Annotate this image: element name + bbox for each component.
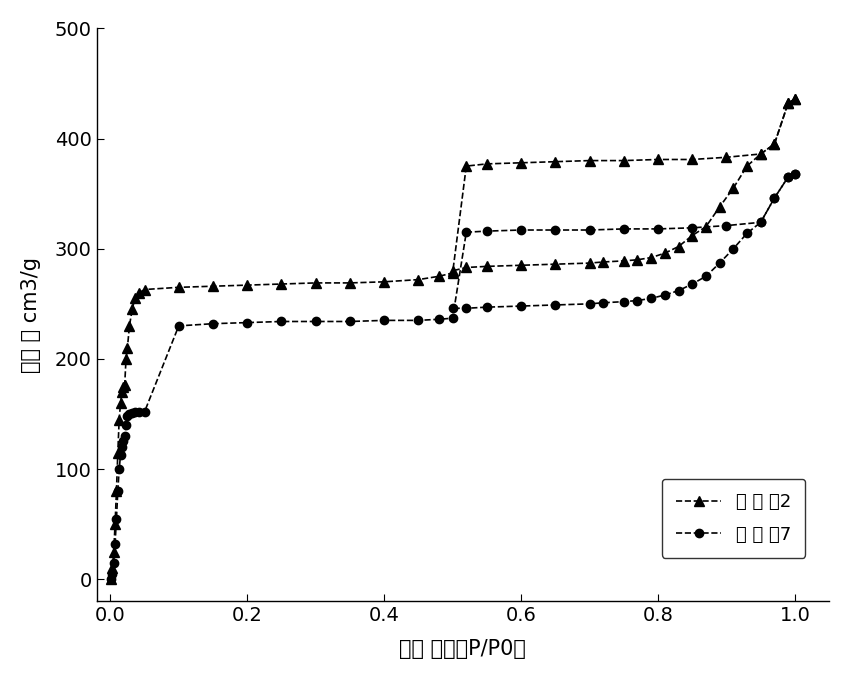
实 施 例2 — [106, 575, 116, 583]
实 施 例2 — [619, 156, 629, 165]
实 施 例2 — [128, 305, 138, 313]
实 施 例7 — [116, 443, 127, 452]
实 施 例2 — [121, 355, 131, 363]
实 施 例2 — [722, 153, 732, 161]
实 施 例7 — [139, 408, 150, 416]
实 施 例7 — [790, 170, 800, 178]
实 施 例7 — [173, 322, 184, 330]
实 施 例2 — [107, 564, 117, 573]
实 施 例2 — [116, 388, 127, 396]
实 施 例7 — [106, 575, 116, 583]
实 施 例2 — [122, 344, 133, 352]
实 施 例7 — [111, 515, 122, 523]
实 施 例2 — [516, 158, 526, 167]
实 施 例2 — [110, 520, 120, 528]
Line: 实 施 例2: 实 施 例2 — [106, 94, 800, 584]
实 施 例2 — [114, 415, 124, 424]
实 施 例7 — [107, 570, 117, 578]
实 施 例2 — [124, 322, 134, 330]
实 施 例7 — [276, 318, 286, 326]
实 施 例7 — [516, 226, 526, 234]
实 施 例7 — [118, 437, 128, 445]
实 施 例7 — [447, 314, 457, 322]
Y-axis label: 吸附 量 cm3/g: 吸附 量 cm3/g — [21, 257, 41, 373]
实 施 例2 — [130, 294, 140, 303]
实 施 例2 — [208, 282, 218, 290]
实 施 例2 — [462, 162, 472, 170]
实 施 例2 — [756, 150, 766, 158]
实 施 例7 — [114, 465, 124, 473]
实 施 例7 — [413, 316, 423, 324]
实 施 例7 — [124, 410, 134, 418]
实 施 例2 — [113, 449, 123, 457]
实 施 例7 — [653, 225, 663, 233]
实 施 例2 — [482, 160, 492, 168]
实 施 例7 — [482, 227, 492, 235]
实 施 例7 — [208, 320, 218, 328]
实 施 例7 — [130, 408, 140, 416]
实 施 例7 — [769, 194, 779, 202]
实 施 例2 — [276, 280, 286, 288]
实 施 例2 — [434, 272, 444, 280]
Line: 实 施 例7: 实 施 例7 — [107, 169, 799, 583]
实 施 例2 — [242, 281, 252, 289]
实 施 例7 — [462, 228, 472, 236]
实 施 例2 — [379, 277, 389, 286]
实 施 例2 — [769, 140, 779, 148]
实 施 例7 — [585, 226, 595, 234]
实 施 例2 — [790, 95, 800, 103]
实 施 例2 — [550, 158, 560, 166]
实 施 例7 — [122, 412, 133, 420]
实 施 例7 — [128, 409, 138, 417]
实 施 例2 — [783, 99, 793, 107]
实 施 例2 — [109, 548, 119, 556]
实 施 例2 — [118, 382, 128, 390]
实 施 例2 — [413, 275, 423, 284]
实 施 例2 — [345, 279, 355, 287]
实 施 例2 — [111, 487, 122, 495]
实 施 例7 — [756, 218, 766, 226]
实 施 例2 — [653, 156, 663, 164]
实 施 例7 — [310, 318, 320, 326]
实 施 例2 — [134, 289, 145, 297]
实 施 例7 — [121, 421, 131, 429]
实 施 例7 — [550, 226, 560, 234]
Legend: 实 施 例2, 实 施 例7: 实 施 例2, 实 施 例7 — [662, 479, 806, 558]
X-axis label: 相对 压力（P/P0）: 相对 压力（P/P0） — [400, 639, 526, 659]
实 施 例7 — [110, 540, 120, 548]
实 施 例7 — [379, 316, 389, 324]
实 施 例7 — [783, 173, 793, 181]
实 施 例2 — [310, 279, 320, 287]
实 施 例7 — [134, 408, 145, 416]
实 施 例7 — [109, 559, 119, 567]
实 施 例2 — [447, 269, 457, 277]
实 施 例7 — [113, 487, 123, 495]
实 施 例7 — [687, 224, 697, 232]
实 施 例2 — [116, 399, 126, 407]
实 施 例2 — [120, 381, 130, 390]
实 施 例7 — [345, 318, 355, 326]
实 施 例7 — [242, 318, 252, 326]
实 施 例2 — [173, 284, 184, 292]
实 施 例2 — [139, 286, 150, 294]
实 施 例2 — [585, 156, 595, 165]
实 施 例2 — [687, 156, 697, 164]
实 施 例7 — [434, 316, 444, 324]
实 施 例7 — [120, 432, 130, 440]
实 施 例7 — [116, 451, 126, 459]
实 施 例7 — [619, 225, 629, 233]
实 施 例7 — [722, 222, 732, 230]
